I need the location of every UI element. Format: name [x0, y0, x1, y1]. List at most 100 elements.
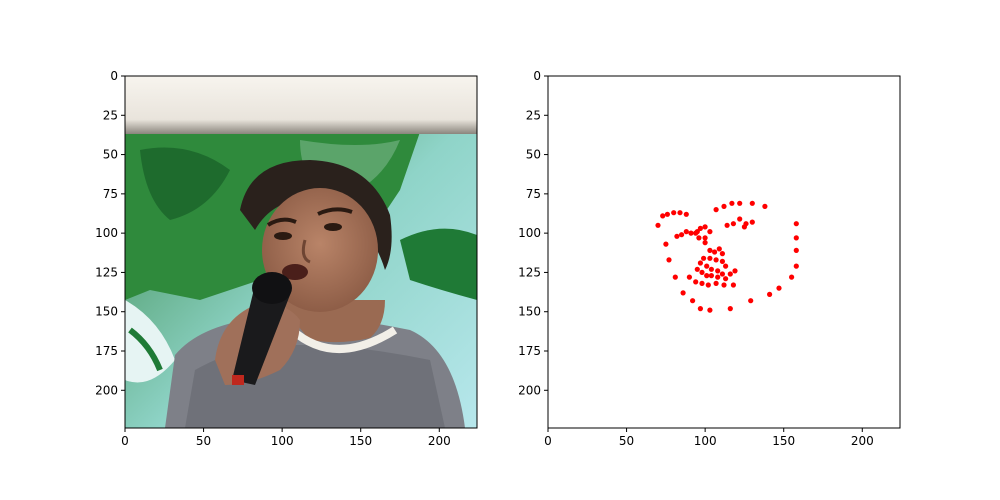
scatter-ytick-label: 75 — [526, 187, 541, 201]
scatter-point — [712, 249, 718, 255]
scatter-point — [707, 307, 713, 313]
scatter-axes-ticks: 0 50 100 150 200 0 25 50 75 100 125 150 175 200 — [518, 69, 874, 448]
scatter-point — [737, 216, 743, 222]
scatter-point — [686, 274, 693, 280]
scatter-point — [679, 232, 685, 238]
image-ytick-label: 150 — [95, 305, 118, 319]
scatter-point — [697, 225, 704, 231]
scatter-point — [719, 251, 726, 257]
scatter-point — [793, 263, 799, 269]
scatter-point — [789, 274, 795, 280]
scatter-point — [762, 203, 768, 209]
scatter-point — [721, 203, 727, 209]
scatter-ytick-label: 25 — [526, 108, 541, 122]
scatter-point — [705, 282, 711, 288]
scatter-point — [730, 282, 737, 288]
image-ytick-label: 75 — [103, 187, 118, 201]
scatter-point — [655, 222, 661, 228]
scatter-point — [702, 224, 708, 230]
scatter-panel: 0 50 100 150 200 0 25 50 75 100 125 150 175 200 — [518, 69, 901, 448]
scatter-xtick-label: 150 — [772, 434, 795, 448]
image-axes-frame — [124, 75, 478, 429]
scatter-point — [767, 291, 773, 297]
scatter-ytick-label: 150 — [518, 305, 541, 319]
scatter-point — [680, 290, 686, 296]
image-ytick-label: 100 — [95, 226, 118, 240]
scatter-point — [713, 207, 719, 213]
scatter-point — [699, 280, 705, 286]
scatter-point — [694, 229, 700, 235]
scatter-xtick-label: 200 — [851, 434, 874, 448]
scatter-xtick-label: 50 — [619, 434, 634, 448]
image-xtick-label: 50 — [196, 434, 211, 448]
scatter-point — [776, 285, 782, 291]
scatter-point — [672, 274, 678, 280]
scatter-point — [793, 235, 799, 241]
scatter-point — [741, 224, 748, 230]
scatter-ytick-label: 100 — [518, 226, 541, 240]
scatter-point — [660, 213, 666, 219]
scatter-point — [663, 241, 669, 247]
scatter-point — [701, 255, 707, 261]
scatter-point — [694, 266, 700, 272]
scatter-point — [697, 306, 704, 312]
scatter-point — [696, 235, 702, 241]
scatter-point — [702, 240, 708, 246]
necklace — [289, 326, 398, 353]
microphone — [232, 285, 290, 385]
scatter-point — [719, 271, 726, 277]
scatter-point — [713, 280, 719, 286]
scatter-point — [708, 266, 715, 272]
image-ytick-label: 200 — [95, 383, 118, 397]
scatter-point — [707, 229, 713, 235]
image-ytick-label: 25 — [103, 108, 118, 122]
scatter-point — [693, 279, 699, 285]
scatter-point — [674, 233, 680, 239]
scatter-point — [793, 247, 799, 253]
scatter-point — [724, 222, 730, 228]
scatter-point — [677, 210, 683, 216]
neck — [280, 300, 385, 343]
scatter-ytick-label: 0 — [533, 69, 541, 83]
scatter-point — [719, 258, 726, 264]
image-panel: 0 50 100 150 200 0 25 50 75 100 125 150 175 200 — [95, 69, 478, 448]
scatter-point — [671, 210, 677, 216]
scatter-point — [727, 306, 733, 312]
image-ytick-label: 0 — [110, 69, 118, 83]
scatter-xtick-label: 0 — [544, 434, 552, 448]
scatter-point — [683, 211, 689, 217]
scatter-point — [666, 257, 672, 263]
image-xtick-label: 100 — [271, 434, 294, 448]
scatter-point — [716, 246, 722, 252]
image-axes-ticks: 0 50 100 150 200 0 25 50 75 100 125 150 175 200 — [95, 69, 451, 448]
scatter-ytick-label: 125 — [518, 265, 541, 279]
scatter-ytick-label: 200 — [518, 383, 541, 397]
scatter-point — [723, 276, 729, 282]
scatter-xtick-label: 100 — [694, 434, 717, 448]
scatter-point — [699, 269, 705, 275]
scatter-point — [688, 230, 694, 236]
banner-strip — [125, 76, 477, 134]
scatter-point — [749, 200, 755, 206]
scatter-point — [713, 257, 719, 263]
scatter-point — [715, 268, 721, 274]
image-xtick-label: 150 — [349, 434, 372, 448]
scatter-point — [697, 260, 704, 266]
mouth — [282, 264, 308, 280]
image-ytick-label: 125 — [95, 265, 118, 279]
scatter-point — [683, 229, 689, 235]
scatter-point — [729, 200, 735, 206]
scatter-point — [748, 298, 754, 304]
scatter-point — [730, 221, 737, 227]
scatter-point — [793, 221, 799, 227]
scatter-point — [737, 200, 743, 206]
scatter-point — [721, 282, 727, 288]
scatter-point — [690, 298, 696, 304]
image-ytick-label: 175 — [95, 344, 118, 358]
scatter-point — [723, 263, 729, 269]
scatter-point — [707, 247, 713, 253]
image-xtick-label: 200 — [428, 434, 451, 448]
photo-image — [125, 76, 477, 428]
scatter-point — [715, 274, 721, 280]
